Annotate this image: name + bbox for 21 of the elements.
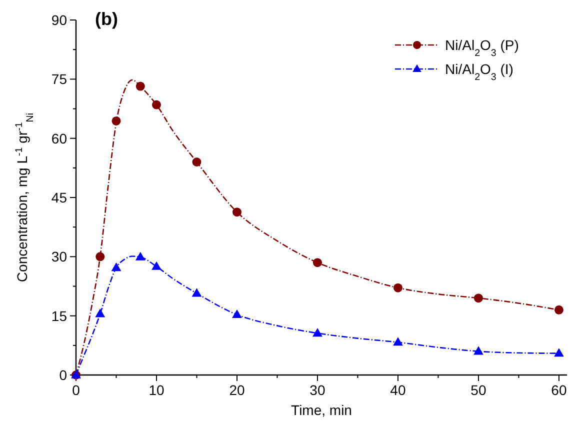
x-tick-label: 30 <box>310 382 326 398</box>
x-tick-label: 0 <box>72 382 80 398</box>
x-tick-label: 10 <box>148 382 164 398</box>
chart-title: (b) <box>95 9 118 29</box>
x-tick-label: 60 <box>551 382 567 398</box>
y-tick-label: 0 <box>59 367 68 383</box>
y-tick-label: 90 <box>51 12 68 28</box>
y-tick-label: 60 <box>51 130 68 146</box>
y-tick-label: 45 <box>51 190 68 206</box>
x-tick-label: 50 <box>470 382 486 398</box>
y-tick-label: 15 <box>51 308 68 324</box>
point <box>554 348 564 357</box>
x-tick-label: 20 <box>229 382 245 398</box>
legend-label: Ni/Al$_{2}$O$_{3}$ (I) <box>445 61 514 82</box>
x-tick-label: 40 <box>390 382 406 398</box>
legend-label: Ni/Al$_{2}$O$_{3}$ (P) <box>445 37 519 58</box>
y-tick-label: 75 <box>51 71 68 88</box>
x-axis-title: Time, min <box>291 402 352 418</box>
point <box>312 328 322 337</box>
point <box>554 305 564 314</box>
y-tick-label: 30 <box>51 248 68 265</box>
